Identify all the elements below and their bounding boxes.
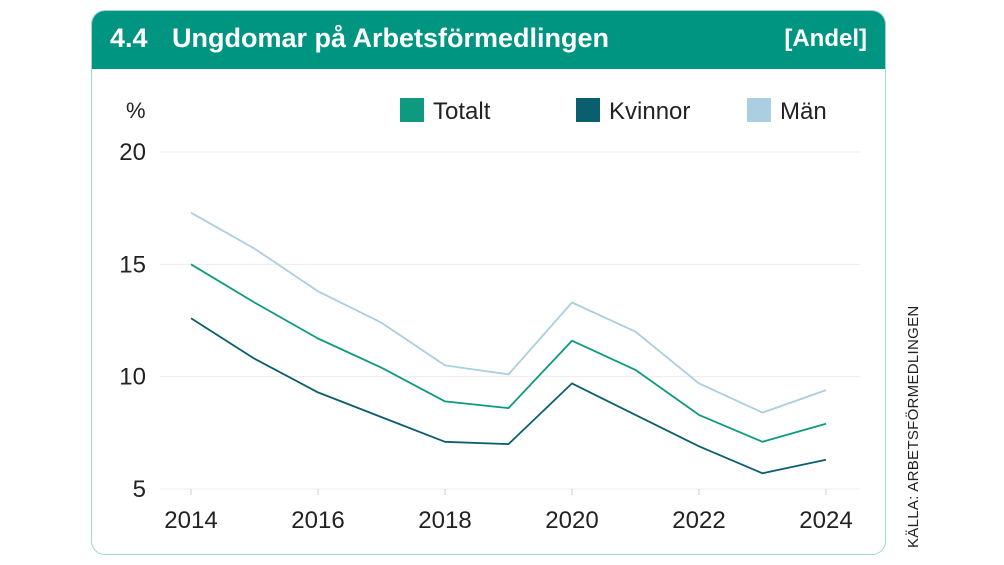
- source-label: KÄLLA: ARBETSFÖRMEDLINGEN: [905, 305, 922, 548]
- series-line-kvinnor: [190, 317, 827, 475]
- x-tick-label: 2014: [164, 507, 217, 534]
- legend-label: Totalt: [433, 98, 491, 125]
- series-line-totalt: [190, 263, 827, 443]
- x-tick-label: 2022: [672, 507, 725, 534]
- chart-number: 4.4: [110, 23, 148, 53]
- x-tick-label: 2024: [799, 507, 852, 534]
- unit-badge: [Andel]: [784, 25, 867, 52]
- chart-header: 4.4 Ungdomar på Arbetsförmedlingen [Ande…: [92, 11, 885, 69]
- y-tick-label: 5: [133, 476, 146, 503]
- legend-label: Kvinnor: [609, 98, 690, 125]
- legend-swatch: [576, 98, 600, 122]
- y-tick-label: 10: [119, 364, 146, 391]
- x-tick-label: 2020: [545, 507, 598, 534]
- y-axis-label: %: [126, 98, 146, 123]
- legend-swatch: [400, 98, 424, 122]
- y-tick-label: 20: [119, 139, 146, 166]
- series-line-män: [190, 211, 827, 414]
- y-tick-label: 15: [119, 251, 146, 278]
- x-tick-label: 2018: [418, 507, 471, 534]
- chart-title: Ungdomar på Arbetsförmedlingen: [172, 23, 610, 53]
- x-tick-label: 2016: [291, 507, 344, 534]
- legend-swatch: [747, 98, 771, 122]
- legend-label: Män: [780, 98, 827, 125]
